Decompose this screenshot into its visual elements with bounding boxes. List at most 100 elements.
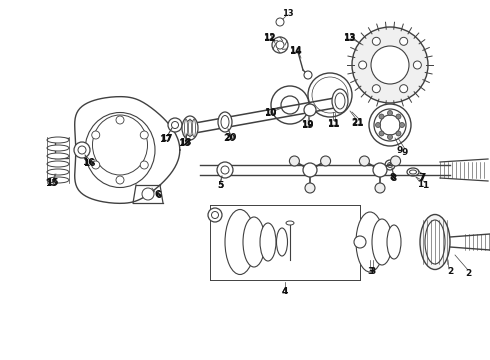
Text: 12: 12 [263,33,275,42]
Circle shape [396,131,401,136]
Ellipse shape [85,112,155,188]
Text: 17: 17 [160,134,172,143]
Text: 1: 1 [417,180,423,189]
Text: 5: 5 [217,180,223,189]
Circle shape [208,208,222,222]
Text: 6: 6 [156,190,162,199]
Text: 9: 9 [402,148,408,157]
Circle shape [354,236,366,248]
Ellipse shape [335,93,345,109]
Ellipse shape [47,137,69,143]
Ellipse shape [281,96,299,114]
Ellipse shape [410,170,416,174]
Ellipse shape [47,161,69,167]
Circle shape [272,37,288,53]
Ellipse shape [308,73,352,117]
Ellipse shape [271,86,309,124]
Circle shape [116,116,124,124]
Ellipse shape [47,145,69,151]
Circle shape [375,183,385,193]
Ellipse shape [47,169,69,175]
Text: 17: 17 [159,135,171,144]
Circle shape [212,212,219,219]
Text: 2: 2 [447,267,453,276]
Circle shape [359,156,369,166]
Ellipse shape [369,104,411,146]
Ellipse shape [185,120,195,136]
Ellipse shape [380,115,400,135]
Circle shape [217,162,233,178]
Text: 11: 11 [327,118,339,127]
Circle shape [400,37,408,45]
Circle shape [303,163,317,177]
Text: 16: 16 [82,158,94,166]
Ellipse shape [218,112,232,132]
Text: 6: 6 [155,189,161,198]
Ellipse shape [387,225,401,259]
Ellipse shape [388,162,392,167]
Text: 13: 13 [343,32,355,41]
Text: 18: 18 [179,138,191,147]
Text: 15: 15 [46,177,58,186]
Polygon shape [74,96,180,203]
Circle shape [142,188,154,200]
Text: 10: 10 [264,108,276,117]
Circle shape [168,118,182,132]
Ellipse shape [225,210,255,274]
Circle shape [304,104,316,116]
Ellipse shape [372,219,392,265]
Circle shape [304,71,312,79]
Circle shape [375,122,381,127]
Circle shape [92,131,100,139]
Text: 3: 3 [370,267,376,276]
Ellipse shape [332,89,348,113]
Text: 18: 18 [178,139,190,148]
Text: 4: 4 [282,288,288,297]
Ellipse shape [243,217,265,267]
Ellipse shape [189,119,192,137]
Circle shape [359,61,367,69]
Text: 7: 7 [420,172,426,181]
Ellipse shape [385,160,395,170]
Ellipse shape [47,177,69,183]
Ellipse shape [374,109,406,141]
Text: 13: 13 [282,9,294,18]
Ellipse shape [185,119,188,137]
Circle shape [92,161,100,169]
Circle shape [305,183,315,193]
Circle shape [388,135,392,140]
Circle shape [388,111,392,116]
Text: 2: 2 [465,269,471,278]
Text: 20: 20 [223,134,235,143]
Circle shape [371,46,409,84]
Circle shape [140,161,148,169]
Circle shape [396,114,401,119]
Ellipse shape [312,77,348,113]
Text: 21: 21 [352,117,364,126]
Circle shape [116,176,124,184]
Circle shape [140,131,148,139]
Circle shape [391,156,401,166]
Text: 3: 3 [367,267,373,276]
Circle shape [276,41,284,49]
Text: 12: 12 [263,32,275,41]
Ellipse shape [276,228,288,256]
Text: 4: 4 [282,288,288,297]
Text: 7: 7 [419,172,425,181]
Ellipse shape [316,81,344,109]
Text: 10: 10 [264,108,276,117]
Circle shape [399,122,405,127]
Text: 9: 9 [397,145,403,154]
Ellipse shape [47,153,69,159]
Circle shape [372,37,380,45]
Ellipse shape [286,221,294,225]
Circle shape [290,156,299,166]
Ellipse shape [356,212,384,272]
Ellipse shape [425,220,445,264]
Ellipse shape [420,215,450,270]
Ellipse shape [407,168,419,176]
Text: 16: 16 [83,158,95,167]
Circle shape [352,27,428,103]
Ellipse shape [182,116,198,140]
Circle shape [400,85,408,93]
